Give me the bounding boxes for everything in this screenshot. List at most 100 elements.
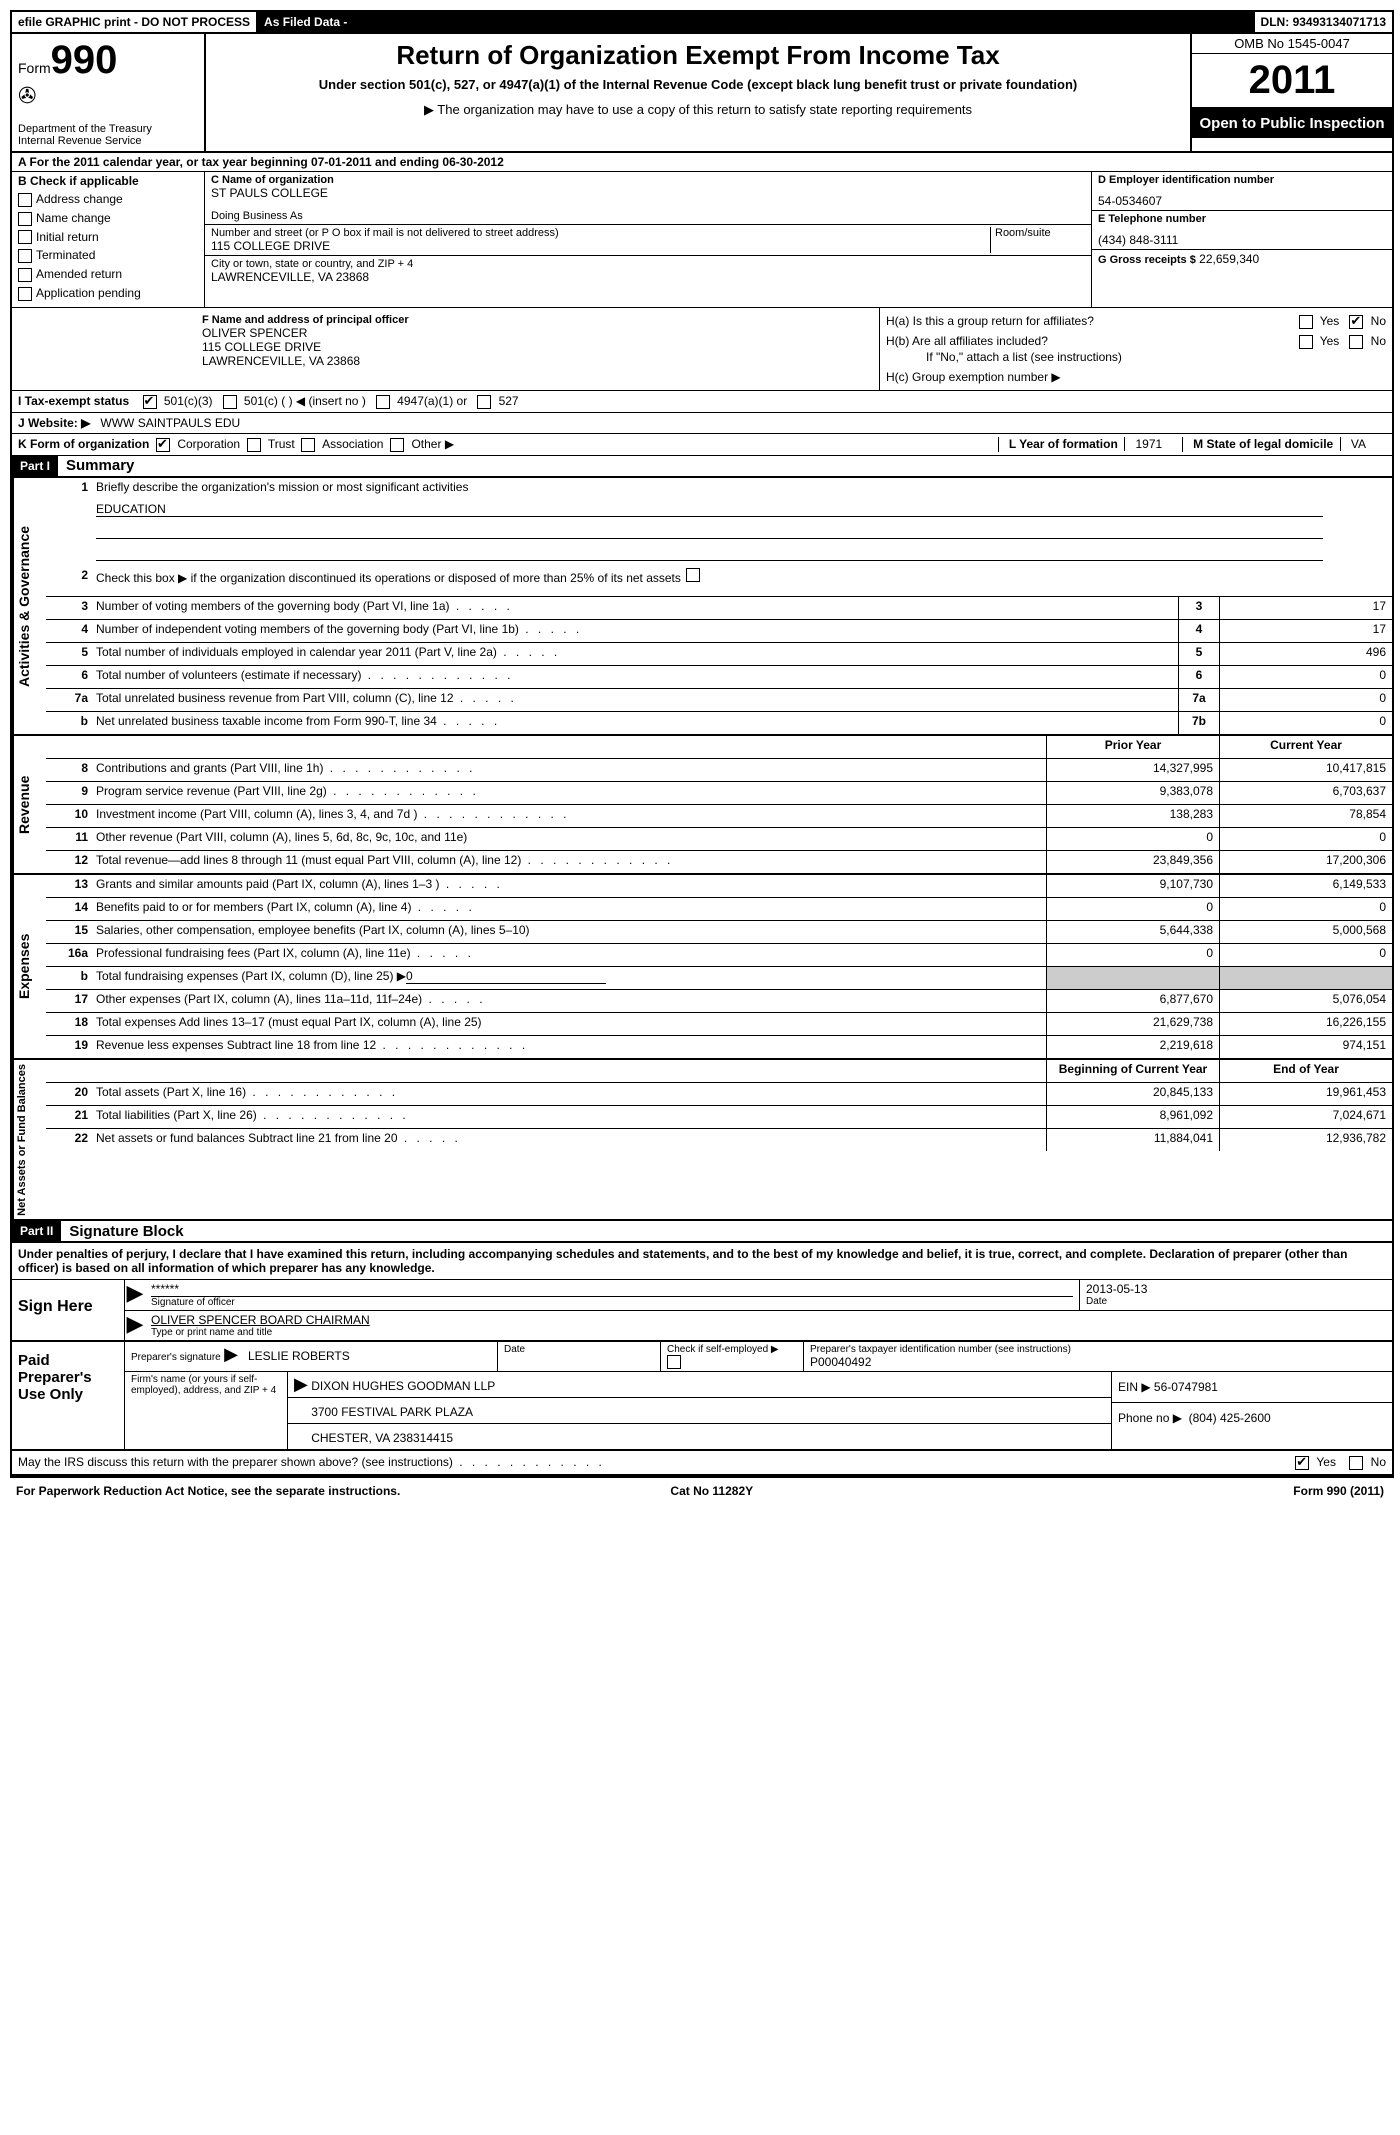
chk-terminated[interactable] [18, 249, 32, 263]
row-i-tax-status: I Tax-exempt status 501(c)(3) 501(c) ( )… [12, 391, 1392, 413]
chk-app-pending[interactable] [18, 287, 32, 301]
col-b-checkboxes: B Check if applicable Address change Nam… [12, 172, 205, 307]
gross-label: G Gross receipts $ [1098, 254, 1196, 266]
header-right: OMB No 1545-0047 2011 Open to Public Ins… [1192, 34, 1392, 151]
tel-label: E Telephone number [1098, 213, 1386, 225]
street-label: Number and street (or P O box if mail is… [211, 227, 990, 239]
chk-amended[interactable] [18, 268, 32, 282]
side-label-gov: Activities & Governance [12, 478, 46, 734]
officer-city: LAWRENCEVILLE, VA 23868 [202, 354, 873, 368]
website: WWW SAINTPAULS EDU [100, 416, 240, 430]
preparer-name: LESLIE ROBERTS [248, 1349, 350, 1363]
c13: 6,149,533 [1219, 875, 1392, 897]
open-inspection: Open to Public Inspection [1192, 109, 1392, 138]
hb-label: H(b) Are all affiliates included? [886, 334, 1048, 348]
dept-treasury: Department of the Treasury [18, 123, 198, 135]
discuss-row: May the IRS discuss this return with the… [12, 1451, 1392, 1476]
chk-501c3[interactable] [143, 395, 157, 409]
city-label: City or town, state or country, and ZIP … [211, 258, 1085, 270]
p14: 0 [1046, 898, 1219, 920]
c12: 17,200,306 [1219, 851, 1392, 873]
chk-address-change[interactable] [18, 193, 32, 207]
firm-phone: (804) 425-2600 [1189, 1411, 1271, 1425]
c15: 5,000,568 [1219, 921, 1392, 943]
state-domicile: VA [1340, 437, 1376, 451]
header-row: Form990 ✇ Department of the Treasury Int… [12, 34, 1392, 153]
chk-self-employed[interactable] [667, 1355, 681, 1369]
chk-discontinued[interactable] [686, 568, 700, 582]
form-990-page: efile GRAPHIC print - DO NOT PROCESS As … [10, 10, 1394, 1478]
chk-initial-return[interactable] [18, 230, 32, 244]
row-j-website: J Website: ▶ WWW SAINTPAULS EDU [12, 413, 1392, 434]
form-number: Form990 [18, 38, 198, 83]
ha-no[interactable] [1349, 315, 1363, 329]
p17: 6,877,670 [1046, 990, 1219, 1012]
v6: 0 [1219, 666, 1392, 688]
part-i-header: Part I Summary [12, 456, 1392, 478]
ein: 54-0534607 [1098, 194, 1386, 208]
c8: 10,417,815 [1219, 759, 1392, 781]
header-title-block: Return of Organization Exempt From Incom… [206, 34, 1192, 151]
year-formation: 1971 [1124, 437, 1172, 451]
chk-corp[interactable] [156, 438, 170, 452]
omb-number: OMB No 1545-0047 [1192, 34, 1392, 54]
discuss-no[interactable] [1349, 1456, 1363, 1470]
activities-governance: Activities & Governance 1Briefly describ… [12, 478, 1392, 736]
chk-other[interactable] [390, 438, 404, 452]
col-d-ein: D Employer identification number 54-0534… [1092, 172, 1392, 307]
c9: 6,703,637 [1219, 782, 1392, 804]
discuss-yes[interactable] [1295, 1456, 1309, 1470]
mission: EDUCATION [96, 502, 1323, 517]
paid-preparer-section: Paid Preparer's Use Only Preparer's sign… [12, 1342, 1392, 1451]
sign-here-label: Sign Here [12, 1280, 125, 1340]
ha-label: H(a) Is this a group return for affiliat… [886, 314, 1094, 328]
firm-addr: 3700 FESTIVAL PARK PLAZA [311, 1405, 473, 1419]
form-ref: Form 990 (2011) [1293, 1484, 1384, 1498]
officer-sig: ****** [151, 1282, 1073, 1296]
ptin: P00040492 [810, 1355, 1386, 1369]
chk-4947[interactable] [376, 395, 390, 409]
officer-name-title: OLIVER SPENCER BOARD CHAIRMAN [151, 1313, 1386, 1327]
firm-name: DIXON HUGHES GOODMAN LLP [311, 1379, 495, 1393]
hb-note: If "No," attach a list (see instructions… [886, 350, 1386, 364]
c10: 78,854 [1219, 805, 1392, 827]
hb-no[interactable] [1349, 335, 1363, 349]
org-name: ST PAULS COLLEGE [211, 186, 1085, 200]
b-title: B Check if applicable [18, 174, 198, 188]
c18: 16,226,155 [1219, 1013, 1392, 1035]
footer: For Paperwork Reduction Act Notice, see … [10, 1478, 1390, 1504]
chk-527[interactable] [477, 395, 491, 409]
firm-city: CHESTER, VA 238314415 [311, 1431, 453, 1445]
chk-assoc[interactable] [301, 438, 315, 452]
as-filed: As Filed Data - [258, 12, 355, 32]
b22: 11,884,041 [1046, 1129, 1219, 1151]
p8: 14,327,995 [1046, 759, 1219, 781]
chk-501c[interactable] [223, 395, 237, 409]
form-note: ▶ The organization may have to use a cop… [214, 102, 1182, 118]
chk-trust[interactable] [247, 438, 261, 452]
chk-name-change[interactable] [18, 212, 32, 226]
ein-label: D Employer identification number [1098, 174, 1386, 186]
paid-prep-label: Paid Preparer's Use Only [12, 1342, 125, 1449]
sign-here-section: Sign Here ▶ ****** Signature of officer … [12, 1280, 1392, 1342]
e21: 7,024,671 [1219, 1106, 1392, 1128]
c16a: 0 [1219, 944, 1392, 966]
c19: 974,151 [1219, 1036, 1392, 1058]
irs: Internal Revenue Service [18, 135, 198, 147]
b21: 8,961,092 [1046, 1106, 1219, 1128]
c14: 0 [1219, 898, 1392, 920]
hb-yes[interactable] [1299, 335, 1313, 349]
city: LAWRENCEVILLE, VA 23868 [211, 270, 1085, 284]
e20: 19,961,453 [1219, 1083, 1392, 1105]
part-ii-header: Part II Signature Block [12, 1221, 1392, 1243]
as-filed-blank [355, 12, 1254, 32]
v5: 496 [1219, 643, 1392, 665]
p13: 9,107,730 [1046, 875, 1219, 897]
f-label: F Name and address of principal officer [202, 314, 873, 326]
p19: 2,219,618 [1046, 1036, 1219, 1058]
perjury-statement: Under penalties of perjury, I declare th… [12, 1243, 1392, 1280]
c17: 5,076,054 [1219, 990, 1392, 1012]
ha-yes[interactable] [1299, 315, 1313, 329]
officer-name: OLIVER SPENCER [202, 326, 873, 340]
efile-notice: efile GRAPHIC print - DO NOT PROCESS [12, 12, 258, 32]
